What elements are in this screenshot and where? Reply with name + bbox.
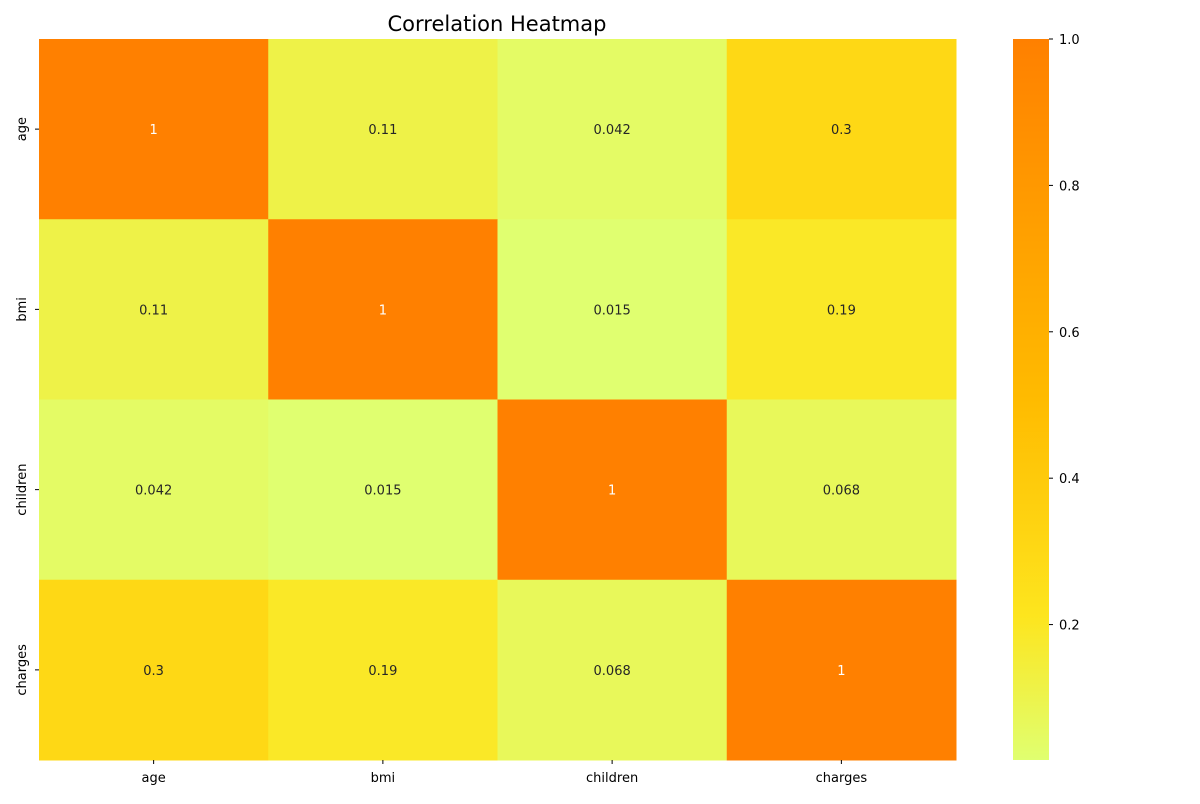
x-axis: age bmi children charges <box>142 760 868 786</box>
heatmap-cell-label: 1 <box>608 484 616 499</box>
heatmap-cell-label: 0.19 <box>827 303 856 318</box>
heatmap-cell-label: 1 <box>379 303 387 318</box>
heatmap-cell <box>497 579 728 761</box>
heatmap-cell <box>497 219 728 400</box>
colorbar-tick-label: 1.0 <box>1059 33 1080 48</box>
colorbar-tick-label: 0.6 <box>1059 326 1080 341</box>
colorbar-tick-label: 0.2 <box>1059 619 1080 634</box>
x-tick-label: charges <box>816 771 868 786</box>
heatmap-cell <box>726 579 957 761</box>
heatmap-cell <box>39 579 269 761</box>
heatmap-cell-label: 1 <box>149 123 157 138</box>
heatmap-cell-label: 0.015 <box>364 484 401 499</box>
heatmap-cells <box>39 39 957 761</box>
heatmap-cell-label: 0.3 <box>143 664 164 679</box>
x-tick-label: children <box>586 771 638 786</box>
heatmap-cell <box>268 579 498 761</box>
heatmap-cell <box>268 399 498 581</box>
heatmap-cell <box>497 399 728 581</box>
heatmap-cell <box>39 39 269 220</box>
heatmap-cell-label: 0.3 <box>831 123 852 138</box>
heatmap-cell <box>726 219 957 400</box>
heatmap-cell-label: 0.015 <box>594 303 631 318</box>
colorbar-tick-label: 0.4 <box>1059 472 1080 487</box>
colorbar: 0.2 0.4 0.6 0.8 1.0 <box>1013 33 1080 760</box>
heatmap-cell-label: 0.042 <box>135 484 172 499</box>
heatmap-cell-label: 0.19 <box>368 664 397 679</box>
heatmap-cell-label: 0.042 <box>594 123 631 138</box>
heatmap-cell <box>39 219 269 400</box>
heatmap-cell-label: 0.11 <box>368 123 397 138</box>
heatmap-cell-label: 0.11 <box>139 303 168 318</box>
chart-title: Correlation Heatmap <box>388 12 607 36</box>
colorbar-tick-label: 0.8 <box>1059 179 1080 194</box>
x-tick-label: bmi <box>371 771 396 786</box>
y-tick-label: bmi <box>15 297 30 322</box>
heatmap-cell <box>726 39 957 220</box>
heatmap-cell <box>268 39 498 220</box>
heatmap-cell <box>268 219 498 400</box>
heatmap-cell-labels: 1 0.11 0.042 0.3 0.11 1 0.015 0.19 0.042 0.015 1 0.… <box>135 123 860 679</box>
heatmap-cell <box>39 399 269 581</box>
x-tick-label: age <box>142 771 166 786</box>
y-tick-label: charges <box>15 644 30 696</box>
heatmap-cell <box>726 399 957 581</box>
y-tick-label: age <box>15 117 30 141</box>
heatmap-cell-label: 0.068 <box>823 484 860 499</box>
colorbar-gradient <box>1013 39 1049 760</box>
heatmap-cell-label: 1 <box>837 664 845 679</box>
heatmap-cell <box>497 39 728 220</box>
heatmap-cell-label: 0.068 <box>594 664 631 679</box>
y-axis: age bmi children charges <box>15 117 39 696</box>
y-tick-label: children <box>15 464 30 516</box>
